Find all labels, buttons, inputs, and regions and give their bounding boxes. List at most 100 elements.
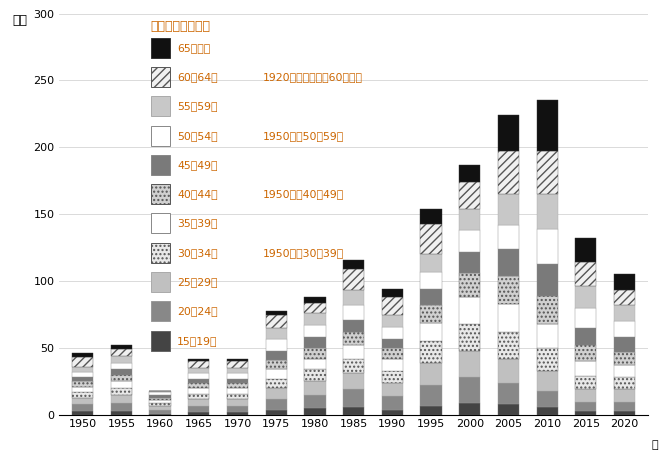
Bar (304, 359, 326, 369)
Bar (420, 305, 442, 322)
Bar (459, 230, 481, 252)
Bar (459, 165, 481, 182)
Text: 1950年は30～39歳: 1950年は30～39歳 (262, 248, 344, 258)
Bar (72, 411, 93, 415)
Bar (151, 37, 170, 58)
Bar (537, 296, 558, 324)
Bar (381, 289, 403, 297)
Bar (72, 387, 93, 392)
Bar (111, 411, 132, 415)
Bar (537, 101, 558, 152)
Bar (537, 152, 558, 194)
Bar (537, 371, 558, 391)
Bar (227, 412, 248, 415)
Text: 1950年は40～49歳: 1950年は40～49歳 (262, 189, 344, 199)
Bar (227, 361, 248, 368)
Bar (459, 403, 481, 415)
Bar (149, 410, 171, 414)
Bar (343, 373, 364, 390)
Bar (343, 359, 364, 373)
Bar (614, 321, 635, 337)
Bar (304, 369, 326, 382)
Text: 男性　上から順に: 男性 上から順に (151, 19, 211, 32)
Bar (149, 414, 171, 415)
Bar (304, 395, 326, 408)
Bar (151, 331, 170, 351)
Bar (151, 125, 170, 146)
Bar (111, 388, 132, 395)
Bar (266, 379, 287, 388)
Bar (188, 373, 210, 379)
Bar (151, 184, 170, 204)
Bar (72, 392, 93, 397)
Bar (151, 272, 170, 292)
Text: 20～24歳: 20～24歳 (177, 306, 217, 316)
Bar (575, 376, 596, 390)
Bar (420, 254, 442, 272)
Bar (149, 400, 171, 403)
Bar (72, 357, 93, 367)
Bar (72, 397, 93, 404)
Bar (537, 407, 558, 415)
Bar (188, 412, 210, 415)
Bar (575, 411, 596, 415)
Bar (614, 352, 635, 365)
Bar (188, 399, 210, 405)
Bar (614, 305, 635, 321)
Bar (498, 225, 519, 249)
Bar (304, 348, 326, 359)
Bar (266, 388, 287, 399)
Bar (459, 351, 481, 377)
Bar (343, 320, 364, 332)
Bar (537, 348, 558, 371)
Bar (343, 332, 364, 345)
Text: 年: 年 (651, 440, 658, 450)
Text: 25～29歳: 25～29歳 (177, 277, 217, 287)
Bar (111, 350, 132, 356)
Text: 1920年と５０年は60歳以上: 1920年と５０年は60歳以上 (262, 72, 362, 82)
Bar (381, 383, 403, 396)
Bar (72, 372, 93, 377)
Bar (151, 67, 170, 87)
Bar (149, 403, 171, 405)
Bar (420, 322, 442, 341)
Bar (575, 345, 596, 361)
Bar (381, 327, 403, 339)
Bar (227, 379, 248, 383)
Bar (537, 264, 558, 296)
Text: 30～34歳: 30～34歳 (177, 248, 217, 258)
Bar (227, 405, 248, 412)
Bar (151, 213, 170, 234)
Bar (149, 397, 171, 400)
Bar (227, 399, 248, 405)
Bar (459, 273, 481, 297)
Bar (381, 348, 403, 359)
Bar (498, 359, 519, 383)
Bar (266, 315, 287, 328)
Bar (304, 337, 326, 348)
Bar (111, 369, 132, 375)
Bar (151, 301, 170, 322)
Bar (614, 411, 635, 415)
Bar (498, 404, 519, 415)
Bar (227, 388, 248, 394)
Bar (381, 371, 403, 383)
Bar (459, 252, 481, 273)
Bar (459, 377, 481, 403)
Bar (420, 386, 442, 405)
Bar (111, 356, 132, 363)
Bar (111, 382, 132, 388)
Bar (575, 401, 596, 411)
Bar (304, 382, 326, 395)
Text: 65歳以上: 65歳以上 (177, 43, 210, 53)
Bar (575, 308, 596, 328)
Bar (381, 396, 403, 410)
Bar (575, 328, 596, 345)
Bar (420, 289, 442, 305)
Bar (498, 152, 519, 194)
Bar (149, 395, 171, 397)
Bar (149, 391, 171, 392)
Bar (381, 410, 403, 415)
Bar (266, 339, 287, 351)
Bar (420, 224, 442, 254)
